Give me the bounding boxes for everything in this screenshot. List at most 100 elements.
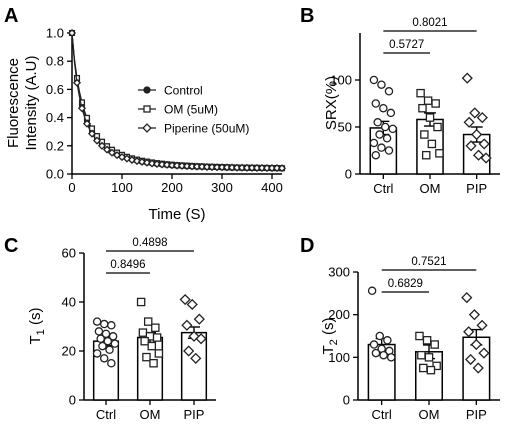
data-point-OM (430, 340, 439, 349)
data-point-OM (435, 149, 444, 158)
series-point-2 (227, 163, 237, 172)
y-tick-label: 0.4 (46, 110, 64, 125)
data-point-PIP (463, 326, 475, 338)
y-axis-title-unit: (s) (320, 318, 337, 340)
series-point-2 (102, 145, 112, 154)
series-point-2 (97, 141, 107, 150)
data-point-OM (152, 333, 162, 342)
y-tick-label: 50 (338, 120, 352, 135)
series-point-2 (182, 162, 192, 171)
y-tick-label: 0.2 (46, 138, 64, 153)
y-axis-title: T2 (s) (320, 318, 340, 355)
x-tick-label: OM (419, 407, 440, 422)
data-point-Ctrl (107, 358, 116, 368)
y-axis-title-main: T (27, 335, 44, 344)
data-point-PIP (461, 72, 473, 84)
p-value-label: 0.5727 (389, 39, 424, 51)
data-point-Ctrl (369, 138, 379, 148)
y-tick-label: 60 (62, 246, 76, 261)
series-point-2 (172, 161, 182, 170)
data-point-OM (136, 297, 146, 307)
data-point-Ctrl (371, 99, 381, 108)
data-point-PIP (470, 338, 482, 351)
data-point-Ctrl (105, 345, 114, 355)
data-point-PIP (465, 140, 477, 152)
data-point-Ctrl (384, 87, 394, 96)
series-point-2 (147, 159, 157, 168)
data-point-PIP (461, 292, 473, 304)
data-point-Ctrl (367, 286, 377, 296)
data-point-PIP (179, 293, 191, 306)
x-tick-label: 200 (161, 180, 183, 195)
y-axis-title-line: Fluorescence (5, 58, 22, 148)
series-point-2 (257, 163, 267, 172)
data-point-OM (154, 349, 164, 358)
data-point-OM (425, 113, 435, 122)
p-value-label: 0.7521 (411, 256, 446, 268)
data-point-OM (143, 317, 153, 326)
series-point-2 (142, 158, 152, 167)
data-point-Ctrl (383, 336, 392, 345)
data-point-Ctrl (382, 134, 392, 143)
data-point-PIP (195, 333, 207, 345)
p-value-label: 0.4898 (132, 237, 167, 249)
data-point-Ctrl (373, 118, 382, 127)
data-point-Ctrl (107, 321, 116, 330)
y-axis-title-line: Intensity (A.U) (23, 55, 40, 150)
data-point-Ctrl (377, 80, 386, 89)
y-tick-label: 20 (62, 344, 76, 359)
series-point-2 (67, 28, 77, 38)
x-tick-label: PIP (466, 407, 487, 422)
x-tick-label: OM (140, 407, 161, 422)
series-point-2 (202, 162, 212, 171)
data-point-Ctrl (379, 103, 388, 113)
legend-label-1: OM (5uM) (164, 103, 218, 117)
data-point-Ctrl (371, 150, 381, 160)
series-point-2 (217, 163, 227, 172)
data-point-PIP (463, 116, 475, 128)
x-tick-label: PIP (184, 407, 205, 422)
y-tick-label: 1.0 (46, 26, 64, 41)
data-point-OM (147, 341, 157, 351)
data-point-OM (415, 331, 424, 341)
y-axis-title: SRX(%) (323, 76, 340, 130)
y-axis-title-subscript: 2 (328, 339, 340, 345)
y-tick-label: 200 (328, 307, 350, 322)
data-point-OM (417, 350, 426, 360)
y-axis-title: T1 (s) (27, 308, 47, 345)
data-point-OM (151, 323, 160, 332)
data-point-PIP (469, 107, 481, 119)
data-point-OM (433, 122, 442, 132)
data-point-PIP (478, 347, 490, 359)
x-tick-label: PIP (466, 181, 487, 196)
series-point-2 (92, 136, 102, 145)
data-point-OM (431, 99, 440, 108)
data-point-PIP (478, 138, 490, 150)
p-value-label: 0.8496 (110, 259, 145, 271)
data-point-OM (418, 103, 427, 113)
data-point-Ctrl (103, 336, 113, 346)
data-point-Ctrl (371, 348, 381, 358)
y-tick-label: 300 (328, 265, 350, 280)
data-point-OM (422, 336, 432, 345)
series-point-2 (177, 161, 187, 170)
data-point-PIP (190, 352, 202, 364)
data-point-OM (138, 328, 148, 337)
series-point-2 (127, 155, 137, 164)
data-point-Ctrl (375, 130, 384, 139)
p-value-label: 0.8021 (412, 17, 447, 29)
y-tick-label: 0 (345, 167, 352, 182)
legend-marker-0 (143, 86, 151, 94)
y-tick-label: 0.0 (46, 167, 64, 182)
y-tick-label: 0.8 (46, 54, 64, 69)
data-point-OM (149, 358, 158, 368)
series-point-2 (87, 129, 97, 138)
data-point-Ctrl (379, 350, 388, 360)
x-tick-label: 400 (261, 180, 283, 195)
legend-marker-1 (143, 105, 151, 113)
data-point-PIP (183, 345, 195, 357)
y-axis-title-subscript: 1 (35, 329, 47, 335)
series-point-2 (197, 162, 207, 171)
data-point-OM (427, 139, 437, 149)
